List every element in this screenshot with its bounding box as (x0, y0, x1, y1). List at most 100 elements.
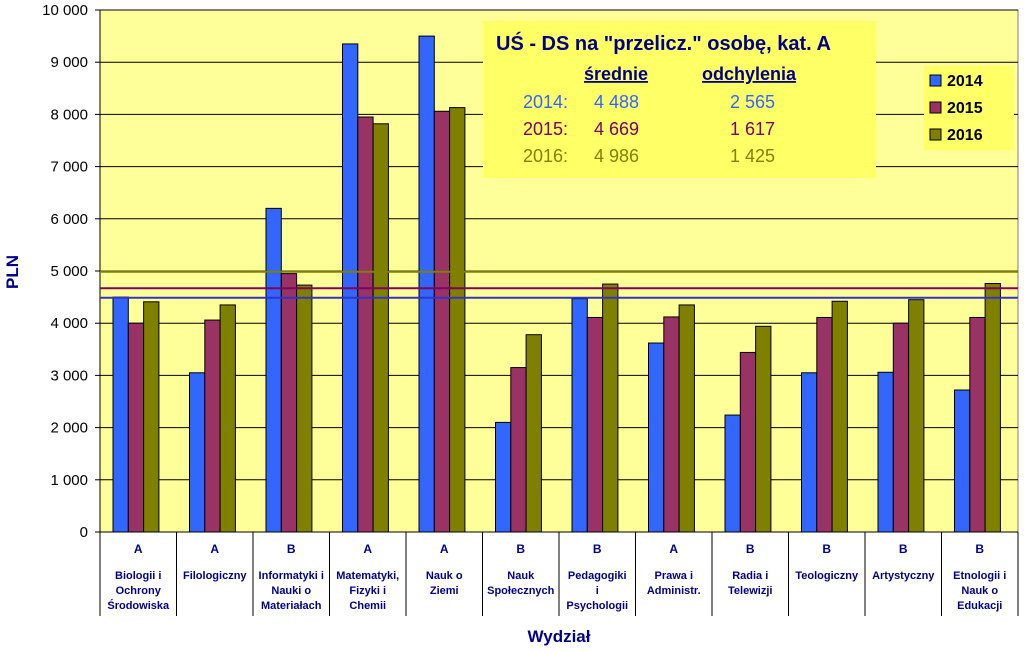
category-group-label: B (516, 542, 525, 556)
bar-2014 (265, 207, 282, 533)
y-tick-label: 3 000 (50, 367, 88, 384)
bar-2016 (831, 300, 848, 533)
category-label: Psychologii (566, 600, 628, 612)
bar-2015 (280, 273, 298, 533)
category-label: Filologiczny (183, 570, 247, 582)
bar-2016 (296, 284, 313, 533)
category-group-label: A (363, 542, 372, 556)
category-label: Ochrony (116, 585, 162, 597)
category-label: Fizyki i (349, 585, 386, 597)
info-box: UŚ - DS na "przelicz." osobę, kat. A śre… (483, 21, 876, 178)
bar-2014 (877, 371, 894, 533)
bar-2015 (127, 322, 145, 533)
category-label: Informatyki i (259, 570, 324, 582)
info-row-std: 2 565 (730, 92, 775, 112)
legend-swatch-2014 (929, 74, 942, 87)
category-label: Nauk o (961, 585, 998, 597)
info-row-mean: 4 986 (594, 146, 639, 166)
category-label: Ziemi (430, 585, 459, 597)
info-row-mean: 4 669 (594, 119, 639, 139)
legend-label-2016: 2016 (947, 127, 983, 144)
bar-2014 (418, 35, 435, 533)
y-tick-label: 6 000 (50, 211, 88, 228)
reference-lines (100, 270, 1018, 299)
bar-2016 (984, 283, 1001, 533)
category-label: Edukacji (957, 600, 1002, 612)
category-group-label: B (975, 542, 984, 556)
legend-label-2015: 2015 (947, 100, 983, 117)
bar-2015 (586, 316, 604, 533)
info-box-title: UŚ - DS na "przelicz." osobę, kat. A (496, 31, 831, 55)
bar-2016 (219, 304, 236, 533)
category-label: Środowiska (107, 599, 170, 612)
category-label: Teologiczny (795, 570, 859, 582)
bar-2016 (449, 107, 466, 533)
legend: 2014 2015 2016 (924, 66, 1014, 150)
bar-2015 (433, 110, 451, 533)
bar-2016 (908, 299, 925, 533)
y-tick-label: 4 000 (50, 315, 88, 332)
category-label: Radia i (732, 570, 768, 582)
bar-2015 (663, 316, 680, 533)
category-label: Nauk o (426, 570, 463, 582)
category-label: Nauk (507, 570, 535, 582)
bar-2014 (571, 298, 588, 533)
category-label: Etnologii i (953, 570, 1006, 582)
legend-swatch-2016 (929, 128, 942, 141)
info-row-std: 1 425 (730, 146, 775, 166)
y-tick-label: 5 000 (50, 263, 88, 280)
category-group-label: B (899, 542, 908, 556)
info-row-mean: 4 488 (594, 92, 639, 112)
legend-label-2014: 2014 (947, 73, 983, 90)
category-label: Telewizji (728, 585, 772, 597)
category-group-label: A (440, 542, 449, 556)
bar-2014 (724, 414, 741, 533)
bar-2014 (112, 296, 129, 533)
bar-2015 (969, 316, 986, 533)
bar-2016 (143, 301, 160, 533)
bar-2014 (954, 389, 971, 533)
y-tick-label: 7 000 (50, 159, 88, 176)
category-label: Administr. (647, 585, 701, 597)
category-label: Materiałach (261, 600, 322, 612)
y-tick-label: 10 000 (42, 2, 88, 19)
category-group-label: B (593, 542, 602, 556)
legend-swatch-2015 (929, 101, 942, 114)
category-group-label: A (134, 542, 143, 556)
info-box-background (483, 21, 876, 178)
bar-2014 (189, 372, 206, 533)
category-label: Artystyczny (872, 570, 935, 582)
category-label: Społecznych (487, 585, 555, 597)
bar-2016 (755, 325, 772, 533)
y-tick-label: 8 000 (50, 106, 88, 123)
y-tick-label: 2 000 (50, 420, 88, 437)
x-axis-title: Wydział (528, 627, 591, 646)
y-tick-label: 0 (80, 524, 88, 541)
info-row-std: 1 617 (730, 119, 775, 139)
bar-2015 (739, 351, 757, 533)
category-labels: A Biologii i Ochrony Środowiska A Filologiczn… (99, 531, 1019, 616)
info-row-label: 2015: (523, 119, 568, 139)
category-label: i (596, 585, 599, 597)
bar-2015 (510, 367, 527, 533)
category-label: Chemii (349, 600, 386, 612)
y-tick-label: 9 000 (50, 54, 88, 71)
info-col-std-header: odchylenia (702, 64, 797, 84)
y-tick-label: 1 000 (50, 472, 88, 489)
category-label: Biologii i (115, 570, 161, 582)
bar-2014 (801, 372, 818, 533)
category-group-label: A (669, 542, 678, 556)
info-col-mean-header: średnie (584, 64, 648, 84)
bar-2016 (525, 334, 542, 533)
category-label: Pedagogiki (568, 570, 627, 582)
bar-2016 (678, 304, 695, 533)
bar-2015 (892, 322, 910, 533)
category-group-label: A (210, 542, 219, 556)
category-group-label: B (287, 542, 296, 556)
bar-2014 (648, 342, 665, 533)
bar-2016 (602, 283, 619, 533)
category-label: Prawa i (654, 570, 693, 582)
bar-2015 (204, 319, 221, 533)
y-axis-title: PLN (3, 255, 22, 289)
